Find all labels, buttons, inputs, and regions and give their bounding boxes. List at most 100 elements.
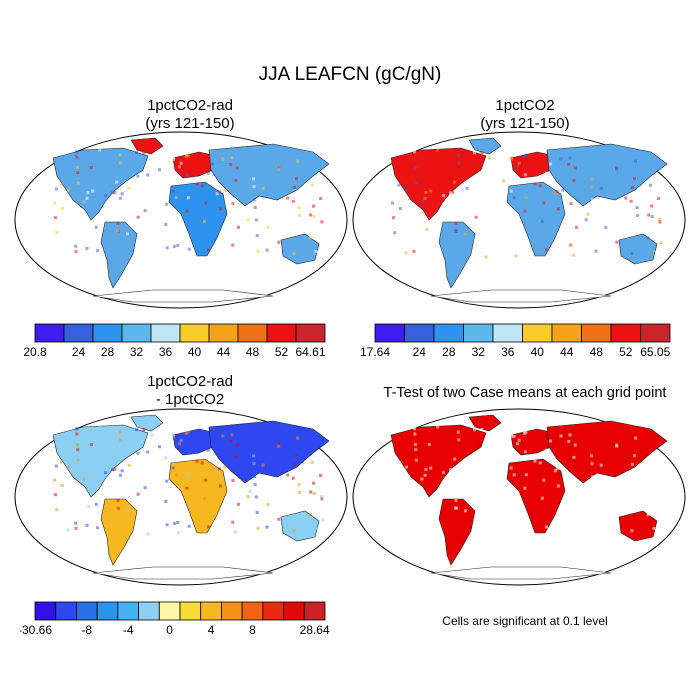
cb-c-swatch — [283, 601, 305, 621]
cb-b-swatch — [610, 323, 641, 343]
map-panel-d-europe — [510, 428, 556, 456]
panel-c-title: 1pctCO2-rad - 1pctCO2 — [35, 373, 345, 409]
map-panel-b-speckle — [391, 148, 663, 259]
cb-b-label: 65.05 — [640, 345, 670, 359]
map-panel-c-south-america — [100, 498, 138, 566]
map-panel-d-greenland — [468, 414, 502, 432]
panel-b-title: 1pctCO2 (yrs 121-150) — [370, 97, 680, 133]
map-panel-b-antarctica — [430, 289, 612, 303]
panel-c-title-line1: 1pctCO2-rad — [147, 373, 233, 390]
cb-c-swatch — [158, 601, 181, 621]
cb-a-label: 44 — [217, 345, 231, 359]
panel-a-title-line2: (yrs 121-150) — [145, 115, 235, 132]
map-panel-b — [352, 131, 686, 309]
map-panel-d-speckle — [391, 425, 663, 536]
cb-c-swatch — [76, 601, 98, 621]
map-panel-a-africa — [168, 181, 228, 257]
cb-a-label: 28 — [101, 345, 115, 359]
map-panel-a-australia — [280, 233, 320, 265]
cb-b-label: 32 — [472, 345, 486, 359]
map-panel-d-australia — [618, 510, 658, 542]
colorbar-panel-b: 17.64 24 28 32 36 40 44 48 52 65.05 — [360, 323, 671, 359]
map-panel-d-asia — [546, 420, 668, 484]
cb-b-swatch — [492, 323, 523, 343]
map-panel-a-greenland — [130, 137, 164, 155]
significance-note: Cells are significant at 0.1 level — [442, 614, 608, 628]
cb-a-label: 52 — [275, 345, 289, 359]
cb-c-swatch — [221, 601, 243, 621]
cb-b-label: 36 — [501, 345, 515, 359]
cb-a-swatch — [179, 323, 210, 343]
panel-b-title-line2: (yrs 121-150) — [480, 115, 570, 132]
cb-a-label: 20.8 — [23, 345, 47, 359]
map-panel-a-antarctica — [92, 289, 274, 303]
map-panel-d — [352, 408, 686, 586]
cb-c-swatch — [96, 601, 119, 621]
map-panel-d-africa — [506, 458, 566, 534]
cb-a-label: 48 — [246, 345, 260, 359]
cb-c-label: 8 — [249, 623, 256, 637]
cb-c-label: -4 — [123, 623, 134, 637]
map-panel-b-europe — [510, 151, 556, 179]
cb-a-label: 24 — [72, 345, 86, 359]
cb-a-swatch — [92, 323, 123, 343]
panel-a-title: 1pctCO2-rad (yrs 121-150) — [35, 97, 345, 133]
map-panel-c-antarctica — [92, 566, 274, 580]
map-panel-a-europe — [172, 151, 218, 179]
colorbar-panel-a: 20.8 24 28 32 36 40 44 48 52 64.61 — [23, 323, 326, 359]
colorbar-panel-c: -30.66 -8 -4 0 4 8 28.64 — [20, 601, 330, 637]
map-panel-c-europe — [172, 428, 218, 456]
cb-c-swatch — [200, 601, 222, 621]
cb-b-swatch — [640, 323, 671, 343]
map-panel-b-africa — [506, 181, 566, 257]
panel-d-title-line1: T-Test of two Case means at each grid po… — [383, 385, 667, 401]
cb-c-swatch — [303, 601, 326, 621]
cb-a-swatch — [63, 323, 94, 343]
cb-c-label: -30.66 — [20, 623, 52, 637]
map-panel-a-south-america — [100, 221, 138, 289]
map-panel-c — [14, 408, 348, 586]
main-title: JJA LEAFCN (gC/gN) — [258, 64, 442, 85]
cb-a-label: 40 — [188, 345, 202, 359]
cb-b-label: 28 — [442, 345, 456, 359]
cb-c-label: 0 — [166, 623, 173, 637]
cb-a-swatch — [237, 323, 268, 343]
cb-a-swatch — [121, 323, 152, 343]
cb-b-swatch — [374, 323, 405, 343]
cb-b-swatch — [522, 323, 553, 343]
map-panel-b-asia — [546, 143, 668, 207]
cb-a-swatch — [34, 323, 65, 343]
panel-b-title-line1: 1pctCO2 — [495, 97, 555, 114]
cb-b-swatch — [463, 323, 494, 343]
cb-b-label: 48 — [590, 345, 604, 359]
cb-c-swatch — [34, 601, 57, 621]
cb-c-swatch — [241, 601, 264, 621]
cb-a-label: 32 — [130, 345, 144, 359]
map-panel-b-greenland — [468, 137, 502, 155]
map-panel-b-australia — [618, 233, 658, 265]
cb-a-swatch — [266, 323, 297, 343]
map-panel-a-asia — [208, 143, 330, 207]
cb-b-label: 40 — [531, 345, 545, 359]
map-panel-b-south-america — [438, 221, 476, 289]
map-panel-c-greenland — [130, 414, 164, 432]
map-panel-c-australia — [280, 510, 320, 542]
cb-b-label: 44 — [560, 345, 574, 359]
panel-c-title-line2: - 1pctCO2 — [155, 391, 225, 408]
map-panel-c-speckle — [53, 425, 325, 536]
cb-a-label: 64.61 — [295, 345, 325, 359]
cb-a-swatch — [208, 323, 239, 343]
cb-c-swatch — [117, 601, 139, 621]
map-panel-a — [14, 131, 348, 309]
cb-b-label: 17.64 — [360, 345, 390, 359]
map-panel-c-asia — [208, 420, 330, 484]
map-panel-d-south-america — [438, 498, 476, 566]
cb-a-label: 36 — [159, 345, 173, 359]
cb-c-swatch — [262, 601, 284, 621]
cb-c-swatch — [138, 601, 160, 621]
cb-a-swatch — [150, 323, 181, 343]
map-panel-c-africa — [168, 458, 228, 534]
cb-c-swatch — [179, 601, 202, 621]
map-panel-a-speckle — [53, 148, 325, 259]
panel-d-title: T-Test of two Case means at each grid po… — [345, 384, 700, 402]
